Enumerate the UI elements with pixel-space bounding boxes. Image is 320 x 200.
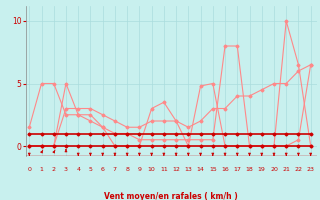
X-axis label: Vent moyen/en rafales ( km/h ): Vent moyen/en rafales ( km/h ): [104, 192, 238, 200]
